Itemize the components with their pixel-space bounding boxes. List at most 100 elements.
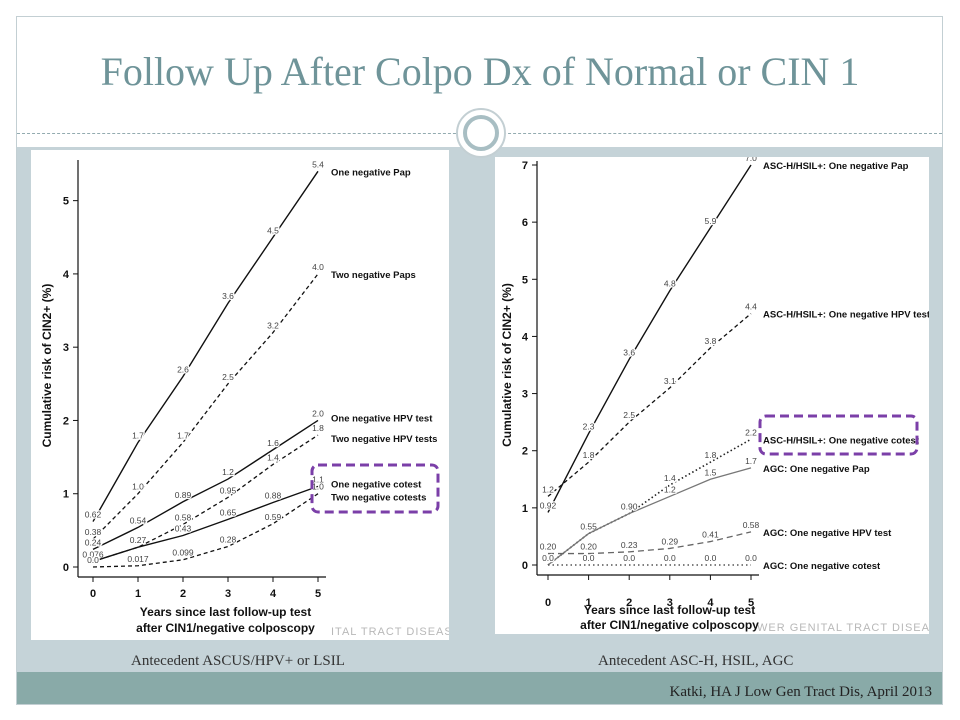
caption-right: Antecedent ASC-H, HSIL, AGC bbox=[598, 653, 794, 669]
chart2-series-name: ASC-H/HSIL+: One negative Pap bbox=[763, 161, 909, 172]
citation: Katki, HA J Low Gen Tract Dis, April 201… bbox=[669, 684, 933, 700]
chart2-y-tick-label: 3 bbox=[522, 389, 528, 401]
chart2-data-label: 1.7 bbox=[745, 456, 757, 466]
chart2-data-label: 4.8 bbox=[664, 279, 676, 289]
chart1-y-axis-label: Cumulative risk of CIN2+ (%) bbox=[40, 284, 54, 448]
chart2-data-label: 1.8 bbox=[583, 450, 595, 460]
chart1-data-label: 2.0 bbox=[312, 408, 324, 418]
chart1-data-label: 1.1 bbox=[312, 474, 324, 484]
chart1-series-two-negative-cotests bbox=[92, 493, 319, 568]
chart1-series-one-negative-cotest bbox=[92, 485, 319, 563]
chart2-data-label: 0.41 bbox=[702, 530, 719, 540]
chart1-x-tick-label: 3 bbox=[225, 588, 231, 600]
chart1-data-label: 0.099 bbox=[172, 548, 194, 558]
chart2-data-label: 1.8 bbox=[704, 450, 716, 460]
chart2-data-label: 0.0 bbox=[704, 553, 716, 563]
chart2-y-tick-label: 4 bbox=[522, 331, 529, 343]
chart1-series-name: Two negative cotests bbox=[331, 493, 426, 504]
chart2-data-label: 7.0 bbox=[745, 157, 757, 163]
chart2-series-agc-one-negative-pap bbox=[547, 467, 752, 566]
chart1-data-label: 0.0 bbox=[87, 555, 99, 565]
chart1-data-label: 0.54 bbox=[130, 515, 147, 525]
chart1-x-tick-label: 4 bbox=[270, 588, 277, 600]
chart-left-panel: ITAL TRACT DISEASE 0 1 2 3 4 5 0 1 2 3 4 5 Cumulativ… bbox=[31, 150, 449, 640]
chart2-y-tick-label: 1 bbox=[522, 503, 528, 515]
chart2-data-label: 0.20 bbox=[580, 542, 597, 552]
chart2-data-label: 0.0 bbox=[623, 553, 635, 563]
chart2-x-tick-label: 0 bbox=[545, 597, 551, 609]
chart2-series-name: ASC-H/HSIL+: One negative cotest bbox=[763, 435, 920, 446]
chart1-data-label: 1.7 bbox=[177, 430, 189, 440]
chart1-x-axis-label-line1: Years since last follow-up test bbox=[140, 605, 311, 619]
chart1-data-label: 3.2 bbox=[267, 321, 279, 331]
chart1-data-label: 3.6 bbox=[222, 291, 234, 301]
chart2-highlight-box bbox=[758, 414, 919, 456]
chart1-series-name: Two negative Paps bbox=[331, 270, 416, 281]
chart-right: WER GENITAL TRACT DISEASE 0 1 2 3 4 5 6 7 0 1 2 3 4 5… bbox=[500, 157, 929, 634]
chart2-data-label: 2.2 bbox=[745, 427, 757, 437]
chart-left: ITAL TRACT DISEASE 0 1 2 3 4 5 0 1 2 3 4 5 Cumulativ… bbox=[40, 158, 449, 638]
chart2-x-tick-label: 4 bbox=[707, 597, 714, 609]
chart1-data-label: 0.65 bbox=[220, 507, 237, 517]
chart2-x-tick-label: 1 bbox=[586, 597, 592, 609]
chart1-x-axis-label-line2: after CIN1/negative colposcopy bbox=[136, 621, 315, 635]
chart2-x-tick-label: 3 bbox=[667, 597, 673, 609]
chart1-x-tick-label: 1 bbox=[135, 588, 141, 600]
chart1-data-label: 0.24 bbox=[85, 537, 102, 547]
caption-left: Antecedent ASCUS/HPV+ or LSIL bbox=[131, 653, 345, 669]
watermark-left: ITAL TRACT DISEASE bbox=[331, 626, 449, 638]
slide-frame bbox=[16, 16, 943, 705]
chart1-y-tick-label: 4 bbox=[63, 269, 70, 281]
chart2-y-axis-label: Cumulative risk of CIN2+ (%) bbox=[500, 283, 514, 447]
chart2-data-label: 0.92 bbox=[540, 500, 557, 510]
chart2-series-name: ASC-H/HSIL+: One negative HPV test bbox=[763, 310, 929, 321]
chart1-series-name: Two negative HPV tests bbox=[331, 434, 437, 445]
chart2-y-tick-label: 0 bbox=[522, 560, 528, 572]
chart1-data-label: 0.62 bbox=[85, 510, 102, 520]
chart2-series-asc-h-hsil-one-negative-pap bbox=[547, 164, 752, 513]
chart2-data-label: 5.9 bbox=[704, 216, 716, 226]
chart2-series-name: AGC: One negative cotest bbox=[763, 561, 881, 572]
watermark-right: WER GENITAL TRACT DISEASE bbox=[757, 622, 929, 634]
chart1-data-label: 2.6 bbox=[177, 364, 189, 374]
chart2-data-label: 0.55 bbox=[580, 522, 597, 532]
chart2-data-label: 0.58 bbox=[743, 520, 760, 530]
chart1-x-tick-label: 2 bbox=[180, 588, 186, 600]
chart1-data-label: 1.7 bbox=[132, 430, 144, 440]
chart2-series-agc-one-negative-hpv-test bbox=[548, 531, 752, 555]
chart2-y-tick-label: 7 bbox=[522, 160, 528, 172]
slide-title: Follow Up After Colpo Dx of Normal or CI… bbox=[100, 49, 860, 94]
chart1-data-label: 1.6 bbox=[267, 438, 279, 448]
chart1-data-label: 0.89 bbox=[175, 490, 192, 500]
chart2-data-label: 0.0 bbox=[583, 553, 595, 563]
chart1-data-label: 1.0 bbox=[132, 482, 144, 492]
chart2-x-tick-label: 5 bbox=[748, 597, 754, 609]
chart1-data-label: 0.27 bbox=[130, 535, 147, 545]
chart2-data-label: 0.29 bbox=[662, 536, 679, 546]
chart1-data-label: 0.59 bbox=[265, 512, 282, 522]
chart2-data-label: 2.3 bbox=[583, 422, 595, 432]
chart2-x-tick-label: 2 bbox=[626, 597, 632, 609]
chart1-data-label: 1.0 bbox=[312, 482, 324, 492]
chart2-data-label: 1.5 bbox=[704, 467, 716, 477]
chart2-x-axis-label-line2: after CIN1/negative colposcopy bbox=[580, 618, 759, 632]
chart1-data-label: 0.95 bbox=[220, 485, 237, 495]
chart1-x-tick-label: 5 bbox=[315, 588, 321, 600]
chart2-series-name: AGC: One negative HPV test bbox=[763, 528, 892, 539]
chart2-y-tick-label: 5 bbox=[522, 274, 528, 286]
chart1-data-label: 0.076 bbox=[82, 549, 104, 559]
chart2-y-tick-label: 6 bbox=[522, 217, 528, 229]
chart1-data-label: 0.38 bbox=[85, 527, 102, 537]
chart1-data-label: 4.0 bbox=[312, 262, 324, 272]
chart1-data-label: 1.2 bbox=[222, 467, 234, 477]
chart1-data-label: 0.28 bbox=[220, 534, 237, 544]
chart1-y-tick-label: 2 bbox=[63, 415, 69, 427]
chart2-data-label: 1.4 bbox=[664, 473, 676, 483]
chart2-data-label: 1.2 bbox=[542, 484, 554, 494]
chart1-data-label: 1.8 bbox=[312, 423, 324, 433]
chart1-y-tick-label: 3 bbox=[63, 342, 69, 354]
chart1-y-tick-label: 5 bbox=[63, 196, 69, 208]
chart1-highlight-box bbox=[310, 463, 440, 514]
chart1-series-name: One negative cotest bbox=[331, 479, 422, 490]
chart2-data-label: 4.4 bbox=[745, 302, 757, 312]
